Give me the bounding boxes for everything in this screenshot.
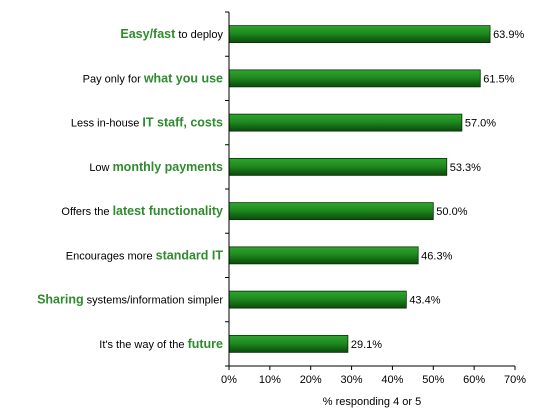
category-label-segment: Easy/fast [120,27,176,41]
value-label-1: 63.9% [493,29,524,41]
category-label-segment: future [188,337,223,351]
category-label-segment: Pay only for [83,73,144,85]
category-label-segment: Sharing [37,293,84,307]
x-tick-label: 70% [504,374,526,386]
category-label-segment: Less in-house [71,118,143,130]
bar-4 [228,157,448,176]
x-tick-label: 50% [422,374,444,386]
x-tick-label: 30% [341,374,363,386]
x-tick-label: 0% [221,374,237,386]
value-label-5: 50.0% [436,206,467,218]
category-label-segment: what you use [143,71,223,85]
category-label-segment: IT staff, costs [142,116,223,130]
category-label-2: Pay only for what you use [83,71,223,85]
category-label-segment: standard IT [156,248,224,262]
bar-1 [228,25,491,44]
category-label-5: Offers the latest functionality [61,204,223,218]
category-label-1: Easy/fast to deploy [120,27,223,41]
bar-8 [228,334,349,353]
category-label-segment: Encourages more [66,250,156,262]
category-label-8: It's the way of the future [99,337,223,351]
value-label-8: 29.1% [351,339,382,351]
x-axis-title: % responding 4 or 5 [323,396,421,408]
value-label-7: 43.4% [409,295,440,307]
category-label-6: Encourages more standard IT [66,248,224,262]
bar-2 [228,69,481,88]
tick-labels: 0% 10% 20% 30% 40% 50% 60% 70% [221,374,526,386]
x-tick-label: 20% [300,374,322,386]
value-label-6: 46.3% [421,250,452,262]
category-label-segment: latest functionality [113,204,223,218]
bar-3 [228,113,463,132]
value-label-3: 57.0% [465,118,496,130]
x-tick-label: 10% [259,374,281,386]
x-tick-label: 60% [463,374,485,386]
category-label-3: Less in-house IT staff, costs [71,116,223,130]
bar-5 [228,202,434,221]
bars-group [228,25,491,353]
x-tick-label: 40% [381,374,403,386]
category-label-segment: Low [89,162,112,174]
bar-6 [228,246,419,265]
category-label-segment: Offers the [61,206,112,218]
axes [225,11,516,370]
value-labels: 63.9% 61.5% 57.0% 53.3% 50.0% 46.3% 43.4% 29.1% [351,29,525,351]
category-label-segment: to deploy [175,29,223,41]
value-label-2: 61.5% [483,73,514,85]
category-label-segment: systems/information simpler [84,295,224,307]
category-label-segment: monthly payments [113,160,223,174]
bar-7 [228,290,407,309]
category-label-segment: It's the way of the [99,339,187,351]
category-label-4: Low monthly payments [89,160,223,174]
category-label-7: Sharing systems/information simpler [37,293,223,307]
value-label-4: 53.3% [450,162,481,174]
category-labels: Easy/fast to deploy Pay only for what you… [37,27,223,351]
